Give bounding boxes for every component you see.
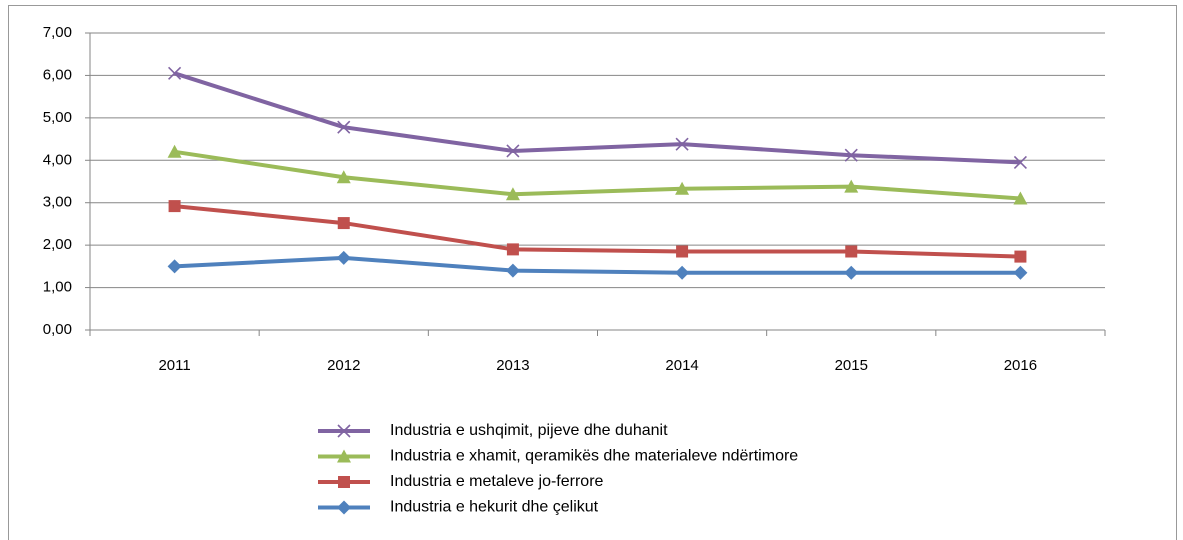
y-tick-label: 6,00 — [43, 66, 72, 83]
marker — [336, 250, 351, 265]
marker — [337, 500, 351, 515]
y-tick-label: 0,00 — [43, 321, 72, 338]
marker — [675, 181, 690, 195]
series-line — [174, 255, 1021, 275]
marker — [1013, 265, 1028, 280]
marker — [168, 200, 181, 213]
marker — [337, 120, 351, 134]
x-tick-label: 2013 — [496, 357, 529, 374]
marker — [675, 265, 690, 280]
y-tick-label: 4,00 — [43, 151, 72, 168]
y-tick-label: 3,00 — [43, 194, 72, 211]
legend-text: Industria e metaleve jo-ferrore — [390, 473, 604, 490]
series-line — [174, 204, 1021, 259]
marker — [845, 245, 858, 258]
x-tick-label: 2011 — [158, 357, 190, 374]
marker — [167, 144, 182, 158]
marker — [1013, 155, 1027, 169]
x-tick-label: 2015 — [835, 357, 868, 374]
marker — [844, 265, 859, 280]
marker — [506, 243, 519, 256]
y-tick-label: 2,00 — [43, 236, 72, 253]
marker — [505, 263, 520, 278]
marker — [844, 148, 858, 162]
x-tick-label: 2016 — [1004, 357, 1037, 374]
y-tick-label: 5,00 — [43, 109, 72, 126]
x-tick-label: 2012 — [327, 357, 360, 374]
chart-frame — [8, 5, 1177, 540]
marker — [844, 179, 859, 193]
marker — [506, 144, 520, 158]
marker — [336, 170, 351, 184]
marker — [337, 217, 350, 230]
marker — [167, 259, 182, 274]
marker — [676, 245, 689, 258]
marker — [675, 137, 689, 151]
series-line — [174, 149, 1021, 201]
marker — [505, 187, 520, 201]
x-tick-label: 2014 — [665, 357, 698, 374]
marker — [338, 476, 350, 488]
marker — [1014, 250, 1027, 263]
y-tick-label: 7,00 — [43, 24, 72, 41]
legend-text: Industria e hekurit dhe çelikut — [390, 499, 599, 516]
marker — [337, 449, 351, 463]
marker — [168, 66, 182, 80]
marker — [1013, 191, 1028, 205]
legend-text: Industria e xhamit, qeramikës dhe materi… — [390, 448, 798, 465]
marker — [337, 424, 351, 438]
legend-text: Industria e ushqimit, pijeve dhe duhanit — [390, 422, 668, 439]
y-tick-label: 1,00 — [43, 279, 72, 296]
series-line — [173, 71, 1021, 165]
